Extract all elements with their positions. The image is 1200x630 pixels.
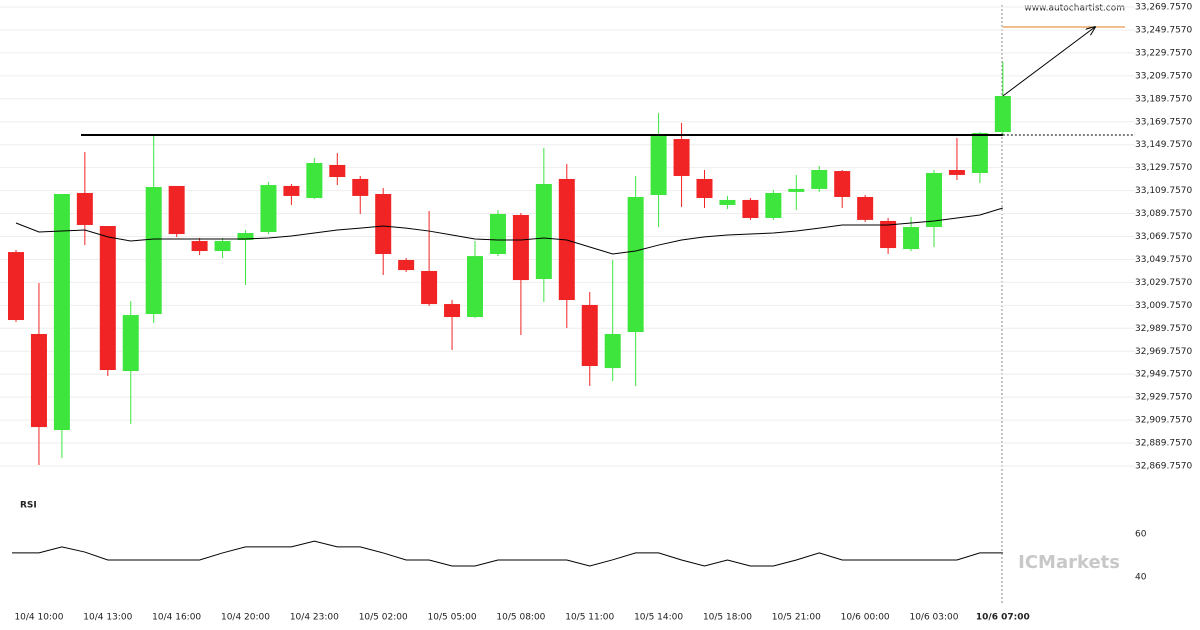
candle-body <box>30 333 47 428</box>
candle-body <box>421 270 438 305</box>
candle-body <box>283 185 300 196</box>
x-tick-label: 10/4 10:00 <box>14 613 63 623</box>
candle-body <box>834 171 851 197</box>
x-tick-label: 10/5 21:00 <box>772 613 821 623</box>
y-tick-label: 33,189.7570 <box>1135 94 1193 104</box>
candle-body <box>329 164 346 178</box>
x-tick-label: 10/5 11:00 <box>565 613 614 623</box>
x-tick-label: 10/5 05:00 <box>428 613 477 623</box>
candle-body <box>558 178 575 301</box>
candle-body <box>467 256 483 318</box>
candle-body <box>581 304 598 367</box>
candle-body <box>375 193 392 255</box>
candle-body <box>971 133 988 173</box>
candle-body <box>512 214 529 281</box>
y-tick-label: 32,989.7570 <box>1135 324 1193 334</box>
candle-body <box>53 193 70 431</box>
y-tick-label: 32,869.7570 <box>1135 462 1193 472</box>
candle-body <box>857 196 874 220</box>
watermark: www.autochartist.com <box>1024 4 1125 14</box>
candle-body <box>535 184 552 280</box>
x-tick-label: 10/4 16:00 <box>152 613 201 623</box>
y-tick-label: 33,169.7570 <box>1135 117 1193 127</box>
candle-body <box>650 136 667 196</box>
x-tick-label: 10/5 18:00 <box>703 613 752 623</box>
candle-body <box>926 172 942 228</box>
candle-body <box>260 185 277 232</box>
candle-body <box>8 252 24 320</box>
candle-body <box>627 196 644 333</box>
candle-body <box>994 95 1011 133</box>
x-tick-label: 10/4 23:00 <box>290 613 339 623</box>
x-tick-label: 10/5 08:00 <box>496 613 545 623</box>
candle-body <box>880 220 897 249</box>
candle-body <box>903 227 920 250</box>
x-tick-label: 10/4 20:00 <box>221 613 270 623</box>
candle-body <box>214 241 231 252</box>
y-tick-label: 32,929.7570 <box>1135 393 1193 403</box>
candle-body <box>237 233 254 241</box>
y-tick-label: 33,229.7570 <box>1135 48 1193 58</box>
y-tick-label: 32,969.7570 <box>1135 347 1193 357</box>
rsi-line <box>12 540 1003 567</box>
y-tick-label: 33,209.7570 <box>1135 71 1193 81</box>
y-tick-label: 33,089.7570 <box>1135 209 1193 219</box>
y-tick-label: 33,129.7570 <box>1135 163 1193 173</box>
y-tick-label: 33,249.7570 <box>1135 25 1193 35</box>
y-tick-label: 33,049.7570 <box>1135 255 1193 265</box>
y-tick-label: 32,949.7570 <box>1135 370 1193 380</box>
x-tick-label: 10/5 02:00 <box>359 613 408 623</box>
candle-body <box>696 178 713 199</box>
logo: ICMarkets <box>1018 552 1120 573</box>
rsi-title: RSI <box>20 501 37 511</box>
y-tick-label: 32,909.7570 <box>1135 416 1193 426</box>
candle-body <box>168 185 185 235</box>
y-tick-label: 33,109.7570 <box>1135 186 1193 196</box>
candle-body <box>352 178 369 196</box>
x-tick-label: 10/6 03:00 <box>909 613 958 623</box>
candle-body <box>489 213 506 255</box>
candle-body <box>811 170 828 189</box>
rsi-tick-label: 40 <box>1135 573 1147 583</box>
candle-body <box>788 188 805 192</box>
candle-body <box>191 241 208 252</box>
y-tick-label: 33,029.7570 <box>1135 278 1193 288</box>
candle-body <box>673 139 690 176</box>
candle-body <box>948 170 965 175</box>
y-tick-label: 33,269.7570 <box>1135 3 1193 13</box>
candle-body <box>306 163 323 199</box>
y-tick-label: 33,149.7570 <box>1135 140 1193 150</box>
y-tick-label: 33,069.7570 <box>1135 232 1193 242</box>
candle-body <box>122 315 139 372</box>
candle-body <box>99 226 116 371</box>
y-tick-label: 32,889.7570 <box>1135 439 1193 449</box>
candle-body <box>398 259 415 271</box>
forecast-arrow <box>1002 27 1095 97</box>
x-tick-label: 10/4 13:00 <box>83 613 132 623</box>
candle-body <box>76 192 93 225</box>
x-tick-label: 10/6 07:00 <box>976 613 1030 623</box>
candle-body <box>742 199 759 218</box>
candle-body <box>765 192 782 218</box>
x-tick-label: 10/6 00:00 <box>841 613 890 623</box>
y-tick-label: 33,009.7570 <box>1135 301 1193 311</box>
candle-body <box>444 304 461 318</box>
candle-body <box>719 199 736 206</box>
moving-average <box>15 207 1003 255</box>
rsi-tick-label: 60 <box>1135 530 1147 540</box>
x-tick-label: 10/5 14:00 <box>634 613 683 623</box>
candle-body <box>145 186 162 315</box>
candle-body <box>604 333 621 369</box>
